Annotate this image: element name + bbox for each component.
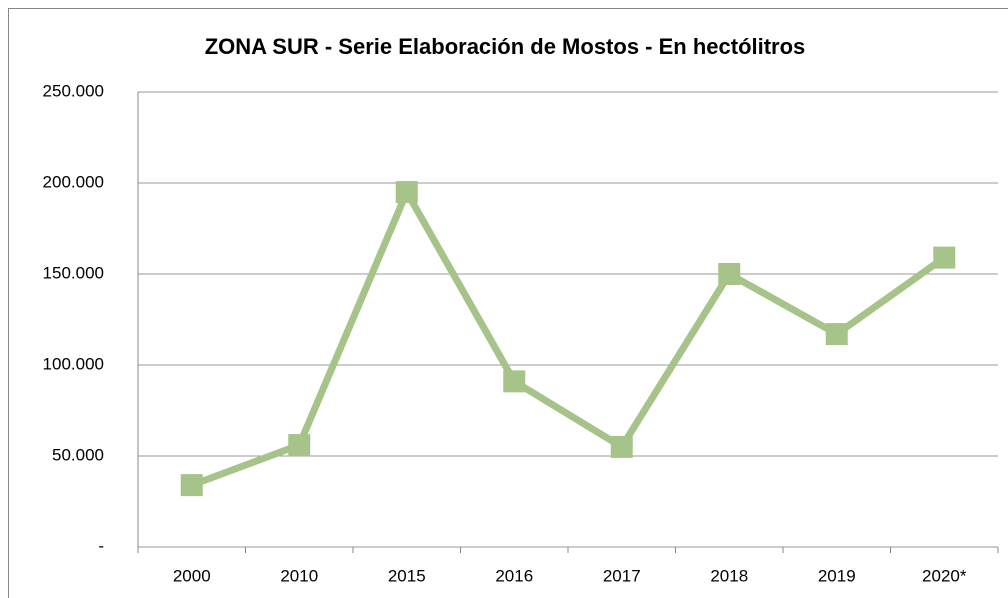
chart-frame bbox=[8, 8, 1008, 598]
y-tick-label: 100.000 bbox=[43, 354, 104, 373]
marker bbox=[610, 435, 633, 458]
y-tick-label: 50.000 bbox=[52, 445, 104, 464]
x-tick-label: 2015 bbox=[388, 566, 426, 585]
x-tick-label: 2016 bbox=[495, 566, 533, 585]
y-tick-label: 150.000 bbox=[43, 263, 104, 282]
x-tick-label: 2018 bbox=[710, 566, 748, 585]
x-tick-label: 2017 bbox=[603, 566, 641, 585]
marker bbox=[503, 370, 526, 393]
x-tick-label: 2010 bbox=[280, 566, 318, 585]
y-tick-label: - bbox=[98, 536, 104, 555]
marker bbox=[933, 246, 956, 269]
x-tick-label: 2019 bbox=[818, 566, 856, 585]
marker bbox=[180, 474, 203, 497]
x-tick-label: 2020* bbox=[922, 566, 967, 585]
x-tick-label: 2000 bbox=[173, 566, 211, 585]
marker bbox=[288, 434, 311, 457]
line bbox=[190, 188, 947, 489]
marker bbox=[825, 323, 848, 346]
marker bbox=[395, 181, 418, 204]
marker bbox=[718, 263, 741, 285]
y-tick-label: 200.000 bbox=[43, 172, 104, 191]
y-tick-label: 250.000 bbox=[43, 81, 104, 100]
chart-title: ZONA SUR - Serie Elaboración de Mostos -… bbox=[205, 34, 806, 59]
